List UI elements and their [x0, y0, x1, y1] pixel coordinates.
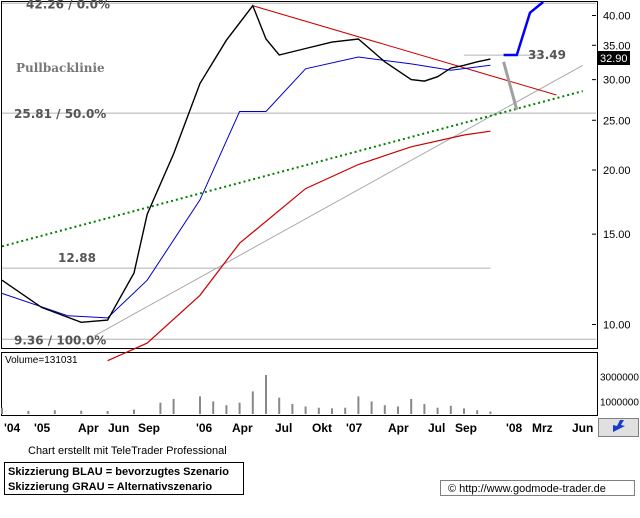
x-tick-label: Jun [108, 421, 129, 435]
x-tick-label: '08 [506, 421, 523, 435]
website-box [440, 480, 635, 496]
y-tick-label: 25.00 [603, 115, 631, 127]
fib-label-0: 42.26 / 0.0% [26, 0, 110, 11]
x-tick-label: Jun [572, 421, 593, 435]
legend-blue-text: Skizzierung BLAU = bevorzugtes Szenario [8, 466, 229, 478]
y-tick-label: 35.00 [603, 40, 631, 52]
x-tick-label: '04 [4, 421, 21, 435]
series [1, 1, 584, 362]
moving-average-slow [107, 130, 491, 362]
x-axis: '04 '05 Apr Jun Sep '06 Apr Jul Okt '07 Apr Jul Sep '… [4, 421, 593, 435]
last-price-tag [598, 51, 630, 65]
moving-average-fast [1, 56, 491, 319]
last-price-label: 32.90 [600, 53, 628, 65]
overlays [1, 375, 492, 414]
x-tick-label: Apr [232, 421, 253, 435]
scenario-blue [503, 1, 544, 57]
price-panel [1, 1, 598, 349]
y-tick-label: 15.00 [603, 229, 631, 241]
website-text[interactable]: © http://www.godmode-trader.de [448, 483, 606, 495]
scenario-grey [502, 61, 519, 111]
x-tick-label: '06 [196, 421, 213, 435]
credit-text: Chart erstellt mit TeleTrader Profession… [28, 445, 227, 457]
x-tick-label: Jul [275, 421, 292, 435]
x-tick-label: Mrz [532, 421, 553, 435]
legend-grey-text: Skizzierung GRAU = Alternativszenario [8, 481, 212, 493]
arrow-icon [613, 420, 625, 432]
volume-panel [1, 352, 598, 416]
y-tick-label: 40.00 [603, 11, 631, 23]
y-tick-label: 20.00 [603, 165, 631, 177]
pullback-line [1, 90, 584, 248]
legend-box [4, 462, 244, 495]
fib-label-50: 25.81 / 50.0% [14, 107, 106, 121]
x-tick-label: Sep [138, 421, 160, 435]
y-tick-label: 30.00 [603, 75, 631, 87]
volume-label: Volume=131031 [5, 355, 78, 366]
level-label-12-88: 12.88 [58, 251, 96, 265]
level-label-33-49: 33.49 [528, 48, 566, 62]
x-tick-label: Apr [78, 421, 99, 435]
y-tick-label: 10.00 [603, 320, 631, 332]
x-tick-label: Okt [312, 421, 332, 435]
fib-label-100: 9.36 / 100.0% [14, 333, 106, 347]
x-tick-label: Sep [455, 421, 477, 435]
volume-tick-label: 3000000 [600, 372, 639, 383]
resistance-line [252, 5, 557, 96]
volume-tick-label: 1000000 [600, 397, 639, 408]
price-line [1, 4, 491, 324]
pullback-annotation: Pullbacklinie [16, 61, 105, 75]
y-axis: 10.00 15.00 20.00 25.00 30.00 35.00 40.00 10000… [592, 11, 639, 408]
x-tick-label: '07 [346, 421, 363, 435]
support-line [94, 64, 584, 337]
x-tick-label: '05 [34, 421, 51, 435]
x-tick-label: Jul [428, 421, 445, 435]
x-tick-label: Apr [388, 421, 409, 435]
